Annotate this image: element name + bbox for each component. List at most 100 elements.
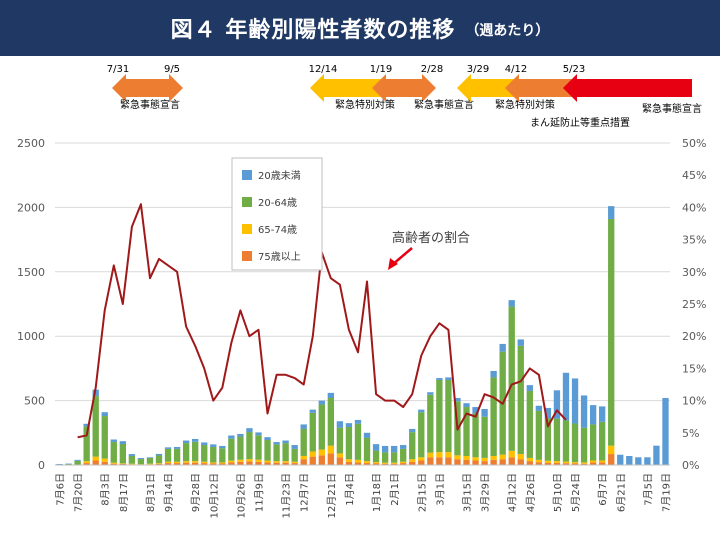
- legend-entry: 65-74歳: [258, 224, 297, 236]
- periods-layer: 7/31 9/5 緊急事態宣言 12/14 緊急特別対策 1/19 2/28 緊急事態宣言 3/…: [107, 64, 702, 129]
- bar-segment: [309, 456, 316, 465]
- bar-segment: [264, 440, 271, 461]
- bar-segment: [553, 462, 561, 465]
- bar-segment: [418, 409, 425, 413]
- bar-segment: [490, 459, 497, 465]
- x-tick-label: 11月23日: [281, 473, 293, 518]
- bar-segment: [390, 445, 398, 453]
- bar-segment: [201, 445, 208, 462]
- bar-segment: [400, 445, 407, 449]
- bar-segment: [544, 460, 552, 463]
- bar-segment: [599, 462, 606, 465]
- bar-segment: [354, 423, 362, 460]
- bar-segment: [110, 463, 117, 465]
- bar-segment: [608, 206, 615, 219]
- bar-segment: [562, 420, 570, 462]
- bar-segment: [83, 426, 90, 462]
- bar-segment: [273, 442, 280, 445]
- bar-segment: [608, 218, 615, 446]
- bar-segment: [201, 463, 208, 465]
- bar-segment: [436, 457, 443, 465]
- bar-segment: [309, 451, 316, 457]
- bar-segment: [65, 463, 72, 465]
- bar-segment: [318, 449, 325, 456]
- bar-segment: [155, 463, 163, 465]
- bar-segment: [300, 459, 307, 465]
- bar-segment: [517, 459, 524, 465]
- bar-segment: [146, 457, 154, 464]
- bar-segment: [472, 457, 479, 461]
- bar-segment: [182, 462, 190, 465]
- bar-segment: [372, 463, 380, 465]
- bar-segment: [381, 445, 389, 453]
- bar-segment: [110, 442, 117, 463]
- bar-segment: [454, 455, 461, 460]
- bar-segment: [309, 412, 316, 452]
- x-tick-label: 1月18日: [371, 473, 383, 512]
- annotation-arrow-head: [388, 258, 398, 270]
- bar-segment: [580, 463, 588, 465]
- bar-segment: [589, 462, 597, 465]
- bar-segment: [228, 462, 235, 465]
- bar-segment: [336, 453, 344, 458]
- bar-segment: [155, 453, 163, 456]
- bar-segment: [617, 454, 624, 465]
- bar-segment: [237, 433, 244, 437]
- bar-segment: [300, 428, 307, 456]
- bar-segment: [318, 404, 325, 450]
- y2-tick-label: 25%: [682, 298, 706, 311]
- bar-segment: [589, 460, 597, 463]
- bar-segment: [255, 461, 262, 465]
- bar-segment: [264, 462, 271, 465]
- bar-segment: [246, 461, 253, 465]
- legend-swatch: [242, 224, 252, 234]
- bar-segment: [608, 454, 615, 465]
- period-arrow-5: [505, 74, 580, 102]
- y-tick-label: 2000: [17, 201, 45, 214]
- bar-segment: [445, 379, 452, 453]
- period-start-label: 4/12: [505, 64, 527, 75]
- period-start-label: 1/19: [370, 64, 392, 75]
- bar-segment: [499, 459, 506, 465]
- bar-segment: [201, 461, 208, 464]
- y-tick-label: 1500: [17, 266, 45, 279]
- bar-segment: [300, 455, 307, 460]
- x-tick-label: 12月21日: [326, 473, 338, 518]
- period-arrow-2: [310, 74, 382, 102]
- bar-segment: [192, 461, 199, 463]
- bar-segment: [291, 463, 298, 465]
- bar-segment: [499, 343, 506, 352]
- bar-segment: [119, 444, 126, 464]
- legend-swatch: [242, 197, 252, 207]
- bar-segment: [273, 462, 280, 465]
- bar-segment: [210, 444, 217, 447]
- bar-segment: [110, 439, 117, 443]
- bar-segment: [526, 461, 533, 465]
- bar-segment: [128, 463, 136, 465]
- bar-segment: [327, 398, 335, 446]
- bar-segment: [237, 436, 244, 460]
- y2-tick-label: 10%: [682, 395, 706, 408]
- legend-entry: 75歳以上: [258, 251, 301, 263]
- legend-swatch: [242, 170, 252, 180]
- bar-segment: [400, 448, 407, 462]
- bar-segment: [155, 455, 163, 464]
- bar-segment: [644, 457, 651, 465]
- period-start-label: 5/23: [563, 64, 585, 75]
- x-tick-label: 4月26日: [525, 473, 537, 512]
- bar-segment: [173, 446, 181, 449]
- period-end-label: 9/5: [164, 64, 180, 75]
- bar-segment: [363, 461, 371, 464]
- bar-segment: [400, 461, 407, 464]
- bar-segment: [137, 458, 145, 460]
- period-start-label: 12/14: [309, 64, 338, 75]
- y-tick-label: 0: [38, 459, 45, 472]
- bar-segment: [472, 407, 479, 414]
- bar-segment: [119, 463, 126, 465]
- bar-segment: [427, 394, 434, 453]
- bar-segment: [336, 421, 344, 428]
- bar-segment: [164, 463, 172, 465]
- bar-segment: [409, 428, 416, 433]
- bar-segment: [182, 461, 190, 463]
- bar-segment: [381, 463, 389, 465]
